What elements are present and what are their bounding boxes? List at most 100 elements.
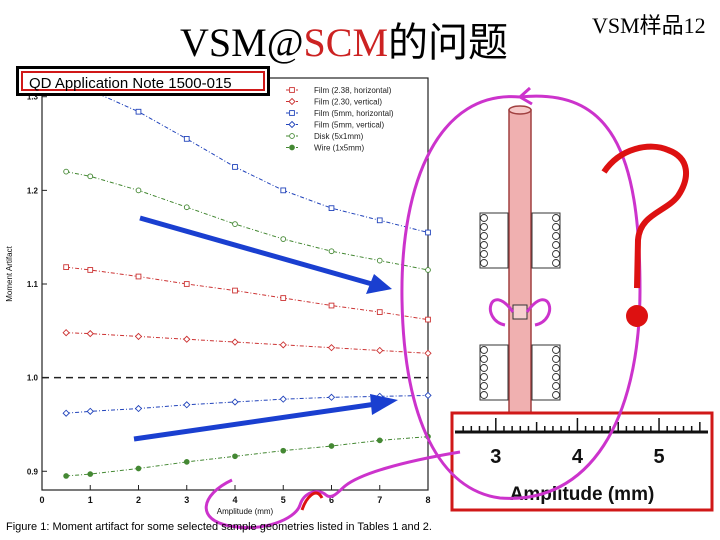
y-axis-label: Moment Artifact [5,245,14,301]
x-axis-label: Amplitude (mm) [217,507,274,516]
application-note-text: QD Application Note 1500-015 [21,71,265,92]
coil-winding [552,232,560,240]
coil-winding [552,259,560,267]
data-point [280,236,287,242]
data-point [328,248,335,255]
legend-label: Film (5mm, vertical) [314,121,385,130]
legend-marker [288,120,296,129]
legend-entry: Film (2.30, vertical) [286,98,382,107]
series-3 [63,79,431,236]
data-point [86,329,94,338]
coil-winding [480,214,488,222]
y-tick-label: 0.9 [27,467,39,476]
data-point [63,264,69,270]
application-note-label: QD Application Note 1500-015 [16,66,270,96]
data-point [376,437,383,444]
data-point [376,217,383,224]
data-point [135,187,142,194]
legend-marker [288,97,296,106]
title-prefix: VSM@ [180,20,304,65]
legend-entry: Film (2.38, horizontal) [286,86,392,95]
upward-trend-arrow-line [133,401,377,442]
legend-marker [289,110,295,116]
data-point [87,471,94,477]
slide-label: VSM样品12 [592,13,706,38]
loop-arrowhead [518,86,533,106]
legend-label: Film (5mm, horizontal) [314,109,394,118]
amplitude-label-loop [204,450,461,530]
data-point [63,168,69,175]
legend-label: Disk (5x1mm) [314,132,364,141]
data-point [424,349,432,357]
inset-tick-label: 3 [490,446,501,468]
legend-marker [289,87,295,93]
figure-caption: Figure 1: Moment artifact for some selec… [6,521,432,533]
coil-winding [552,364,560,372]
data-point [425,316,431,323]
legend-marker [289,133,295,139]
coil-winding [552,382,560,390]
downward-trend-arrow-line [139,215,373,287]
x-tick-label: 4 [232,495,237,505]
coil-winding [552,241,560,249]
data-point [328,443,335,449]
coil-winding [480,223,488,231]
question-mark-hook [601,143,690,289]
inset-tick-label: 5 [653,446,664,468]
coil-winding [552,355,560,363]
rod-highlight-loop [400,94,642,500]
data-point [280,447,287,454]
upward-trend-arrow-head [370,394,398,415]
data-point [231,338,239,346]
legend-entry: Disk (5x1mm) [286,132,364,141]
coil-winding [552,346,560,354]
data-point [232,453,238,460]
legend-entry: Wire (1x5mm) [286,144,365,153]
vsm-coil-diagram [479,105,561,476]
data-point [134,332,143,341]
lower-left-coil [479,344,509,401]
series-line [66,436,429,477]
y-tick-label: 1.3 [27,93,39,102]
series-5 [63,168,431,273]
data-point [87,267,94,273]
series-line [66,171,429,271]
legend-label: Film (2.30, vertical) [314,98,382,107]
coil-winding [480,382,488,390]
data-point [376,257,383,264]
coil-winding [480,391,488,399]
data-point [232,164,238,170]
data-point [327,393,336,401]
series-line [66,394,429,414]
data-point [424,391,432,400]
page-title: VSM@SCM的问题 [180,10,508,68]
x-tick-label: 5 [281,495,286,505]
title-accent: SCM [303,20,389,65]
coil-winding [480,346,488,354]
sample-oscillation-loops [489,298,551,327]
data-point [280,295,287,301]
data-point [279,395,287,403]
coil-winding [480,355,488,363]
data-point [62,329,70,337]
data-point [135,465,142,472]
series-line [66,266,429,321]
legend-label: Film (2.38, horizontal) [314,86,392,95]
series-line [66,332,429,354]
data-point [425,267,431,273]
coil-winding [480,241,488,249]
lower-right-coil [531,344,561,401]
question-mark-dot [626,305,648,327]
hand-annotations [133,86,690,530]
data-point [183,281,190,287]
coil-winding [480,259,488,267]
data-point [376,346,384,355]
coil-winding [552,223,560,231]
upper-right-coil [531,212,561,269]
data-point [135,108,142,115]
data-point [231,398,239,406]
legend-entry: Film (5mm, vertical) [286,121,385,130]
data-point [183,136,190,142]
legend-entry: Film (5mm, horizontal) [286,109,394,118]
